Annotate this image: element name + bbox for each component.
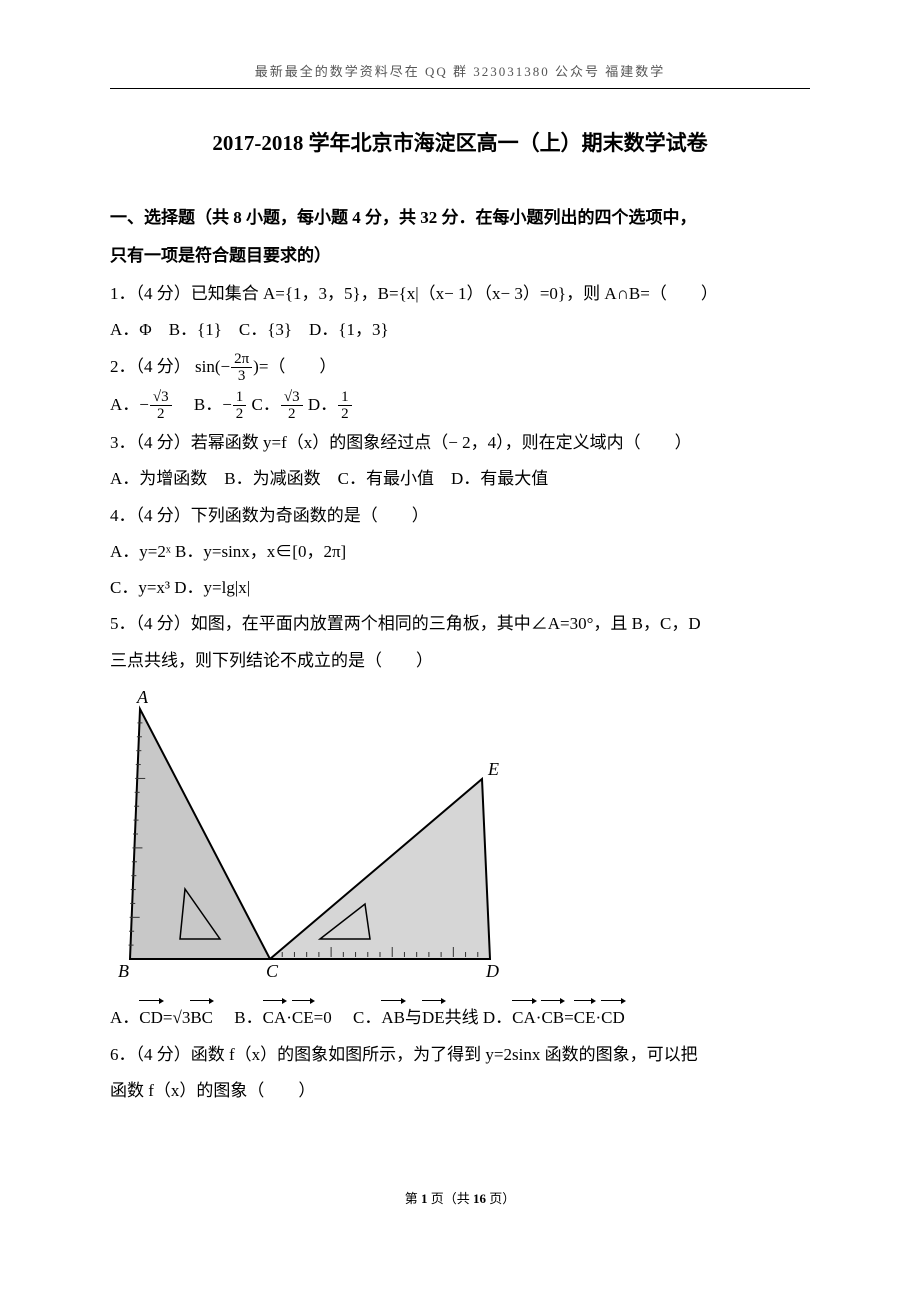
footer-total: 16 xyxy=(473,1191,486,1206)
q5-stem-l2: 三点共线，则下列结论不成立的是（ ） xyxy=(110,645,810,677)
q6-stem-l1: 6．（4 分）函数 f（x）的图象如图所示，为了得到 y=2sinx 函数的图象… xyxy=(110,1039,810,1071)
vec-CE: CE xyxy=(292,1000,314,1034)
q2-D-den: 2 xyxy=(338,406,352,423)
q2-B-num: 1 xyxy=(233,389,247,407)
q2-C-pre: C． xyxy=(252,395,280,414)
svg-text:A: A xyxy=(136,689,149,707)
triangle-figure: A B C D E xyxy=(110,689,810,990)
q1-stem: 1．（4 分）已知集合 A={1，3，5}，B={x|（x− 1）（x− 3）=… xyxy=(110,278,810,310)
section-heading-l2: 只有一项是符合题目要求的） xyxy=(110,240,810,272)
svg-text:E: E xyxy=(487,759,499,779)
sqrt-icon: √3 xyxy=(284,389,300,406)
q5-A-eq: = xyxy=(163,1008,173,1027)
vec-CA2: CA xyxy=(512,1000,536,1034)
vec-CA: CA xyxy=(263,1000,287,1034)
q5-D-eq: = xyxy=(564,1008,574,1027)
q2-A-den: 2 xyxy=(150,406,172,423)
q2-A-sign: − xyxy=(139,395,149,414)
q2-D-pre: D． xyxy=(308,395,337,414)
q5-C-pre: C． xyxy=(336,1008,381,1027)
q5-D-pre: D． xyxy=(483,1008,512,1027)
q2-mid: sin(− xyxy=(195,357,230,376)
q2-B-frac: 12 xyxy=(233,389,247,423)
vec-DE: DE xyxy=(422,1000,445,1034)
q4-options-l2: C．y=x³ D．y=lg|x| xyxy=(110,572,810,604)
q5-A-pre: A． xyxy=(110,1008,139,1027)
footer-mid: 页（共 xyxy=(427,1191,473,1206)
q2-stem: 2．（4 分） sin(−2π3)=（ ） xyxy=(110,351,810,385)
q2-C-frac: √32 xyxy=(281,389,303,423)
q2-A-pre: A． xyxy=(110,395,139,414)
page-footer: 第 1 页（共 16 页） xyxy=(110,1187,810,1212)
q2-A-frac: √32 xyxy=(150,389,172,423)
q2-post: )=（ ） xyxy=(253,357,336,376)
q5-stem-l1: 5．（4 分）如图，在平面内放置两个相同的三角板，其中∠A=30°，且 B，C，… xyxy=(110,608,810,640)
q5-C-post: 共线 xyxy=(445,1008,479,1027)
q5-options: A．CD=√3BC B．CA·CE=0 C．AB与DE共线 D．CA·CB=CE… xyxy=(110,1000,810,1034)
q2-frac: 2π3 xyxy=(231,351,252,385)
footer-pre: 第 xyxy=(405,1191,421,1206)
q2-B-den: 2 xyxy=(233,406,247,423)
q2-frac-den: 3 xyxy=(231,368,252,385)
section-heading-l1: 一、选择题（共 8 小题，每小题 4 分，共 32 分．在每小题列出的四个选项中… xyxy=(110,202,810,234)
q2-C-num: √3 xyxy=(281,389,303,407)
q2-C-den: 2 xyxy=(281,406,303,423)
q1-options: A．Φ B．{1} C．{3} D．{1，3} xyxy=(110,314,810,346)
q5-B-eq: =0 xyxy=(314,1008,332,1027)
q2-D-num: 1 xyxy=(338,389,352,407)
vec-CD: CD xyxy=(139,1000,163,1034)
vec-AB: AB xyxy=(381,1000,405,1034)
q2-pre: 2．（4 分） xyxy=(110,357,191,376)
svg-text:B: B xyxy=(118,961,129,979)
doc-title: 2017-2018 学年北京市海淀区高一（上）期末数学试卷 xyxy=(110,124,810,164)
svg-text:D: D xyxy=(485,961,499,979)
q3-stem: 3．（4 分）若幂函数 y=f（x）的图象经过点（− 2，4），则在定义域内（ … xyxy=(110,427,810,459)
q2-D-frac: 12 xyxy=(338,389,352,423)
q5-B-pre: B． xyxy=(217,1008,262,1027)
q2-frac-num: 2π xyxy=(231,351,252,369)
q6-stem-l2: 函数 f（x）的图象（ ） xyxy=(110,1075,810,1107)
q5-C-mid: 与 xyxy=(405,1008,422,1027)
sqrt-icon: √3 xyxy=(153,389,169,406)
q2-A-num: √3 xyxy=(150,389,172,407)
vec-CD2: CD xyxy=(601,1000,625,1034)
q2-options: A．−√32 B．−12 C．√32 D．12 xyxy=(110,389,810,423)
vec-CE2: CE xyxy=(574,1000,596,1034)
q3-options: A．为增函数 B．为减函数 C．有最小值 D．有最大值 xyxy=(110,463,810,495)
q4-stem: 4．（4 分）下列函数为奇函数的是（ ） xyxy=(110,500,810,532)
triangle-svg: A B C D E xyxy=(110,689,510,979)
footer-post: 页） xyxy=(486,1191,515,1206)
svg-text:C: C xyxy=(266,961,279,979)
q2-B-pre: B．− xyxy=(177,395,232,414)
page-header: 最新最全的数学资料尽在 QQ 群 323031380 公众号 福建数学 xyxy=(110,60,810,89)
vec-BC: BC xyxy=(190,1000,213,1034)
q4-options-l1: A．y=2ˣ B．y=sinx，x∈[0，2π] xyxy=(110,536,810,568)
vec-CB: CB xyxy=(541,1000,564,1034)
q5-A-sqrt: √3 xyxy=(173,1008,191,1027)
